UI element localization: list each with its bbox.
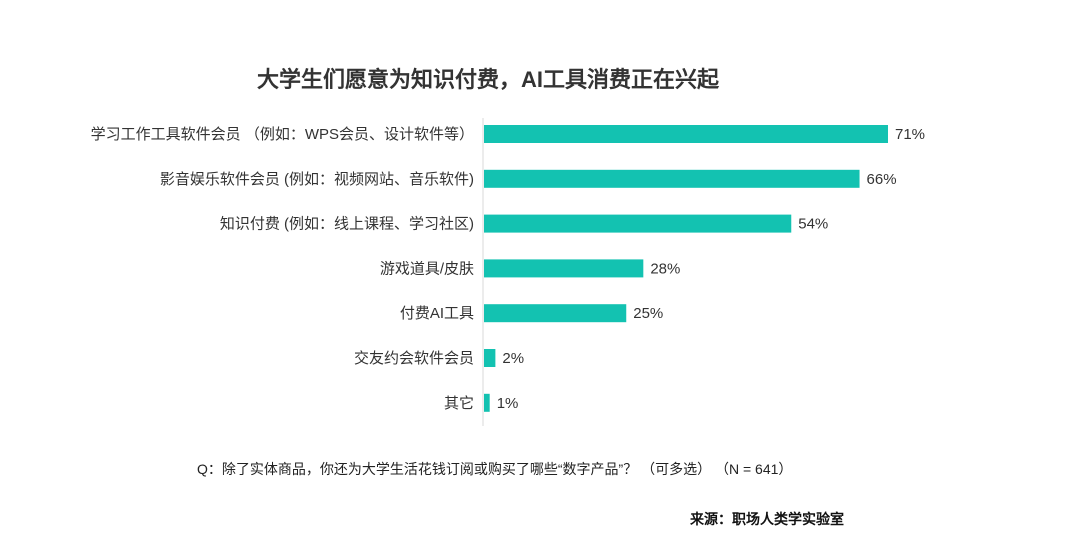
bar bbox=[484, 259, 644, 278]
data-label: 28% bbox=[650, 260, 680, 277]
bar bbox=[484, 214, 792, 233]
data-label: 71% bbox=[895, 126, 925, 143]
category-label: 游戏道具/皮肤 bbox=[380, 260, 474, 277]
data-label: 66% bbox=[867, 171, 897, 188]
category-label: 其它 bbox=[444, 394, 474, 412]
category-label: 付费AI工具 bbox=[400, 305, 474, 322]
chart-title: 大学生们愿意为知识付费，AI工具消费正在兴起 bbox=[256, 67, 719, 92]
bar bbox=[484, 125, 888, 143]
category-label: 知识付费 (例如：线上课程、学习社区) bbox=[220, 216, 474, 233]
bar bbox=[484, 349, 496, 367]
survey-question-note: Q：除了实体商品，你还为大学生活花钱订阅或购买了哪些“数字产品”？ （可多选） … bbox=[197, 461, 793, 477]
data-label: 54% bbox=[798, 216, 828, 233]
bar bbox=[484, 169, 860, 188]
category-label: 影音娱乐软件会员 (例如：视频网站、音乐软件) bbox=[160, 171, 474, 188]
category-label: 交友约会软件会员 bbox=[354, 349, 474, 367]
category-label: 学习工作工具软件会员 （例如：WPS会员、设计软件等） bbox=[91, 125, 474, 143]
data-label: 1% bbox=[497, 395, 519, 412]
source-note: 来源：职场人类学实验室 bbox=[690, 511, 844, 527]
data-label: 2% bbox=[502, 350, 524, 367]
bar bbox=[484, 304, 627, 323]
data-label: 25% bbox=[633, 305, 663, 322]
bar bbox=[484, 393, 490, 412]
